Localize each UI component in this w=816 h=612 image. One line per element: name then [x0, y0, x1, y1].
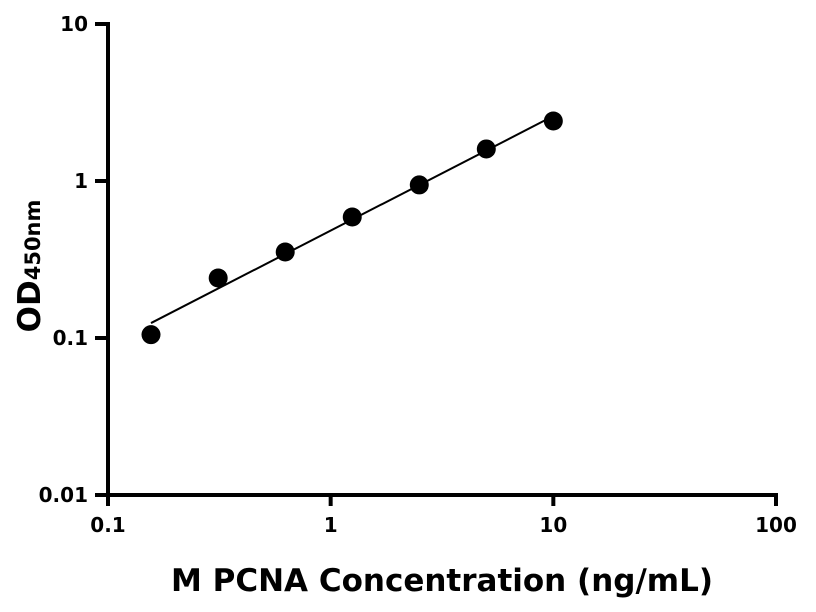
data-points — [141, 111, 563, 345]
y-tick-label: 10 — [60, 12, 88, 36]
data-point — [476, 139, 496, 159]
y-tick-label: 0.1 — [53, 326, 88, 350]
x-tick-label: 10 — [539, 513, 567, 537]
y-tick-label: 1 — [74, 169, 88, 193]
x-axis-label: M PCNA Concentration (ng/mL) — [171, 563, 713, 599]
x-tick-label: 1 — [324, 513, 338, 537]
data-point — [208, 268, 228, 288]
svg-text:OD450nm: OD450nm — [12, 200, 48, 333]
x-tick-label: 100 — [755, 513, 797, 537]
y-tick-label: 0.01 — [39, 483, 88, 507]
y-axis-label-main: OD — [12, 280, 48, 332]
y-axis-label-subscript: 450nm — [21, 200, 45, 281]
data-point — [409, 175, 429, 195]
data-point — [275, 242, 295, 262]
data-point — [342, 207, 362, 227]
x-tick-label: 0.1 — [90, 513, 125, 537]
y-axis-label: OD450nm — [12, 200, 48, 333]
data-point — [141, 325, 161, 345]
data-point — [543, 111, 563, 131]
